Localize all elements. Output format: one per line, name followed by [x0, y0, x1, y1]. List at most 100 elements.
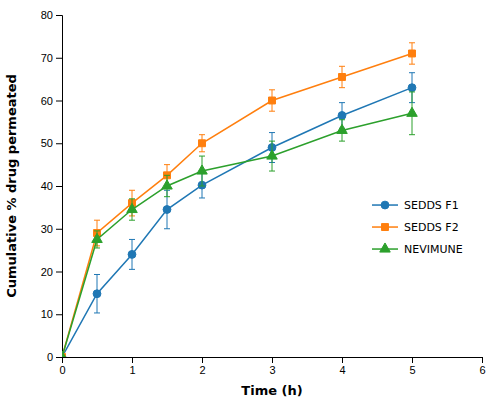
y-tick-mark — [56, 101, 62, 102]
point — [92, 233, 103, 242]
y-tick-label: 60 — [41, 95, 53, 107]
y-tick-mark — [56, 229, 62, 230]
error-bar-cap — [164, 175, 170, 176]
error-bar-cap — [94, 312, 100, 313]
x-axis-title: Time (h) — [241, 383, 302, 398]
error-bar-cap — [409, 72, 415, 73]
x-tick-mark — [412, 357, 413, 363]
x-tick: 2 — [199, 357, 205, 376]
legend-swatch-marker — [381, 201, 389, 209]
legend-label: SEDDS F2 — [404, 221, 459, 234]
point — [93, 290, 101, 298]
x-tick-label: 5 — [409, 364, 415, 376]
error-bar-cap — [339, 102, 345, 103]
error-bar — [199, 135, 205, 152]
y-tick: 80 — [41, 9, 62, 21]
y-tick: 70 — [41, 52, 62, 64]
x-tick-label: 1 — [129, 364, 135, 376]
y-tick-label: 50 — [41, 137, 53, 149]
x-axis-line — [63, 358, 483, 364]
error-bar-cap — [199, 197, 205, 198]
legend-item: NEVIMUNE — [372, 243, 463, 256]
x-tick-label: 0 — [59, 364, 65, 376]
legend-swatch-marker — [380, 243, 391, 252]
legend-label: SEDDS F1 — [404, 199, 459, 212]
legend-swatch-marker — [382, 224, 389, 231]
legend: SEDDS F1 SEDDS F2 NEVIMUNE — [372, 199, 463, 256]
error-bar-cap — [199, 151, 205, 152]
point — [407, 107, 418, 116]
x-tick: 3 — [269, 357, 275, 376]
y-tick-label: 70 — [41, 52, 53, 64]
y-tick: 10 — [41, 308, 62, 320]
point — [163, 206, 171, 214]
error-bar-cap — [129, 269, 135, 270]
error-bar-cap — [129, 190, 135, 191]
series-line — [62, 113, 412, 357]
error-bar-cap — [409, 64, 415, 65]
x-tick-mark — [272, 357, 273, 363]
error-bar-cap — [129, 239, 135, 240]
error-bar-cap — [164, 228, 170, 229]
error-bar-cap — [199, 156, 205, 157]
y-tick: 30 — [41, 223, 62, 235]
y-tick-label: 10 — [41, 308, 53, 320]
point — [199, 140, 206, 147]
x-axis: 0 1 2 3 4 5 6 — [59, 357, 485, 376]
y-tick: 0 — [47, 351, 62, 363]
error-bar-cap — [164, 196, 170, 197]
y-tick-label: 40 — [41, 180, 53, 192]
plot: 012345601020304050607080SEDDS F1SEDDS F2… — [41, 9, 486, 376]
legend-label: NEVIMUNE — [404, 243, 463, 256]
y-tick: 50 — [41, 137, 62, 149]
x-tick: 1 — [129, 357, 135, 376]
y-tick-mark — [56, 143, 62, 144]
legend-item: SEDDS F1 — [372, 199, 459, 212]
series — [62, 73, 416, 357]
error-bar-cap — [269, 89, 275, 90]
y-tick-mark — [56, 58, 62, 59]
error-bar — [339, 66, 345, 87]
error-bar-cap — [339, 66, 345, 67]
chart: 012345601020304050607080SEDDS F1SEDDS F2… — [0, 0, 500, 405]
error-bar-cap — [409, 42, 415, 43]
error-bar-cap — [129, 198, 135, 199]
y-tick-mark — [56, 314, 62, 315]
point — [408, 84, 416, 92]
y-tick-mark — [56, 272, 62, 273]
y-tick-label: 80 — [41, 9, 53, 21]
y-tick-mark — [56, 15, 62, 16]
error-bar-cap — [409, 134, 415, 135]
x-tick-mark — [132, 357, 133, 363]
point — [127, 203, 138, 212]
data-layer — [62, 43, 417, 357]
x-tick-label: 6 — [479, 364, 485, 376]
x-tick-mark — [202, 357, 203, 363]
y-tick: 60 — [41, 95, 62, 107]
point — [197, 165, 208, 174]
point — [162, 180, 173, 189]
error-bar-cap — [199, 134, 205, 135]
x-tick-label: 4 — [339, 364, 345, 376]
series — [62, 43, 415, 357]
point — [338, 112, 346, 120]
y-axis-title: Cumulative % drug permeated — [4, 74, 19, 298]
error-bar-cap — [339, 141, 345, 142]
y-tick: 40 — [41, 180, 62, 192]
point — [339, 74, 346, 81]
error-bar-cap — [94, 230, 100, 231]
legend-item: SEDDS F2 — [372, 221, 459, 234]
error-bar-cap — [129, 220, 135, 221]
error-bar-cap — [409, 91, 415, 92]
x-tick: 5 — [409, 357, 415, 376]
x-tick-mark — [342, 357, 343, 363]
error-bar-cap — [269, 132, 275, 133]
error-bar-cap — [94, 220, 100, 221]
x-tick: 4 — [339, 357, 345, 376]
x-tick-label: 2 — [199, 364, 205, 376]
point — [128, 250, 136, 258]
point — [409, 50, 416, 57]
x-tick-mark — [482, 357, 483, 363]
error-bar-cap — [199, 186, 205, 187]
x-tick: 0 — [59, 357, 65, 376]
